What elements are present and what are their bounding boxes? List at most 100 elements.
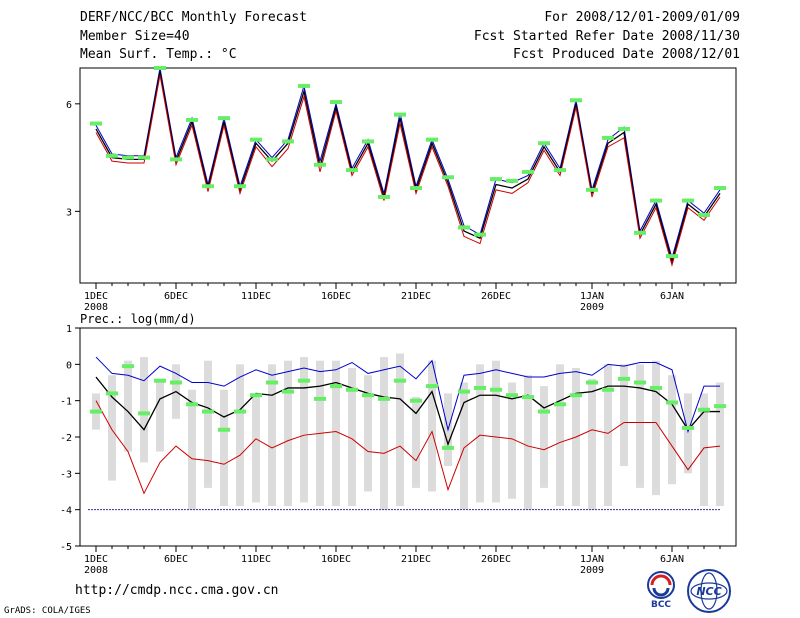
- observed-marker: [538, 409, 550, 414]
- observed-marker: [394, 112, 406, 117]
- observed-marker: [634, 230, 646, 235]
- observed-marker: [682, 425, 694, 430]
- x-tick-label: 21DEC: [401, 291, 431, 302]
- x-tick-label: 1DEC: [84, 554, 108, 565]
- spread-bar: [700, 393, 708, 507]
- observed-marker: [282, 139, 294, 144]
- observed-marker: [298, 83, 310, 88]
- y-tick-label: 1: [66, 324, 72, 335]
- observed-marker: [266, 157, 278, 162]
- y-tick-label: 0: [66, 360, 72, 371]
- x-tick-label: 1JAN: [580, 554, 604, 565]
- y-tick-label: -1: [60, 397, 72, 408]
- observed-marker: [410, 398, 422, 403]
- spread-bar: [348, 367, 356, 507]
- observed-marker: [154, 66, 166, 70]
- x-tick-label: 26DEC: [481, 554, 511, 565]
- observed-marker: [490, 177, 502, 182]
- observed-marker: [618, 376, 630, 381]
- x-tick-label: 26DEC: [481, 291, 511, 302]
- observed-marker: [650, 385, 662, 390]
- observed-marker: [522, 395, 534, 400]
- x-year-label: 2009: [580, 302, 604, 313]
- x-tick-label: 21DEC: [401, 554, 431, 565]
- forecast-start-label: Fcst Started Refer Date 2008/11/30: [473, 29, 740, 44]
- spread-bar: [412, 397, 420, 488]
- observed-marker: [346, 168, 358, 173]
- x-tick-label: 6DEC: [164, 291, 188, 302]
- chart-title: DERF/NCC/BCC Monthly Forecast: [80, 10, 307, 25]
- series-line-ensemble-lower: [95, 75, 721, 267]
- spread-bar: [108, 375, 116, 481]
- observed-marker: [90, 121, 102, 126]
- observed-marker: [570, 393, 582, 398]
- forecast-produced-label: Fcst Produced Date 2008/12/01: [513, 47, 740, 62]
- observed-marker: [234, 409, 246, 414]
- observed-marker: [266, 380, 278, 385]
- spread-bar: [204, 360, 212, 488]
- observed-marker: [490, 387, 502, 392]
- x-tick-label: 1JAN: [580, 291, 604, 302]
- observed-marker: [714, 186, 726, 191]
- observed-marker: [234, 184, 246, 189]
- x-tick-label: 1DEC: [84, 291, 108, 302]
- observed-marker: [330, 100, 342, 105]
- observed-marker: [330, 384, 342, 389]
- spread-bar: [188, 389, 196, 510]
- observed-marker: [506, 178, 518, 183]
- y-tick-label: -3: [60, 469, 72, 480]
- observed-marker: [394, 378, 406, 383]
- observed-marker: [362, 393, 374, 398]
- spread-bar: [396, 353, 404, 507]
- x-year-label: 2008: [84, 302, 108, 313]
- observed-marker: [458, 225, 470, 230]
- ncc-logo: NCC: [685, 568, 733, 614]
- spread-bar: [620, 364, 628, 467]
- x-tick-label: 6JAN: [660, 554, 684, 565]
- observed-marker: [554, 168, 566, 173]
- ncc-logo-text: NCC: [696, 585, 721, 598]
- series-line-ensemble-min: [95, 400, 721, 495]
- spread-bar: [508, 382, 516, 499]
- observed-marker: [186, 117, 198, 122]
- x-tick-label: 6DEC: [164, 554, 188, 565]
- observed-marker: [106, 153, 118, 158]
- spread-bar: [636, 364, 644, 488]
- bcc-logo: BCC: [640, 568, 682, 610]
- y-tick-label: 3: [66, 207, 72, 218]
- observed-marker: [426, 384, 438, 389]
- observed-marker: [362, 139, 374, 144]
- spread-bar: [652, 360, 660, 496]
- observed-marker: [314, 396, 326, 401]
- observed-marker: [538, 141, 550, 146]
- observed-marker: [698, 212, 710, 217]
- x-tick-label: 11DEC: [241, 554, 271, 565]
- series-line-ensemble-mean: [95, 71, 721, 264]
- observed-marker: [586, 187, 598, 192]
- observed-marker: [170, 157, 182, 162]
- spread-bar: [492, 360, 500, 503]
- observed-marker: [122, 155, 134, 160]
- spread-bar: [364, 375, 372, 492]
- spread-bar: [684, 393, 692, 474]
- source-url: http://cmdp.ncc.cma.gov.cn: [75, 583, 279, 598]
- variable-label: Mean Surf. Temp.: °C: [80, 47, 237, 62]
- x-tick-label: 6JAN: [660, 291, 684, 302]
- observed-marker: [250, 393, 262, 398]
- ncc-logo-graphic: NCC: [687, 569, 731, 613]
- grads-credit: GrADS: COLA/IGES: [4, 606, 91, 616]
- observed-marker: [666, 400, 678, 405]
- observed-marker: [474, 385, 486, 390]
- observed-marker: [202, 184, 214, 189]
- observed-marker: [410, 186, 422, 191]
- observed-marker: [90, 409, 102, 414]
- spread-bar: [460, 382, 468, 510]
- observed-marker: [314, 162, 326, 167]
- observed-marker: [650, 198, 662, 203]
- series-line-ensemble-upper: [95, 67, 721, 260]
- spread-bar: [124, 360, 132, 452]
- observed-marker: [554, 402, 566, 407]
- observed-marker: [298, 378, 310, 383]
- forecast-period-label: For 2008/12/01-2009/01/09: [544, 10, 740, 25]
